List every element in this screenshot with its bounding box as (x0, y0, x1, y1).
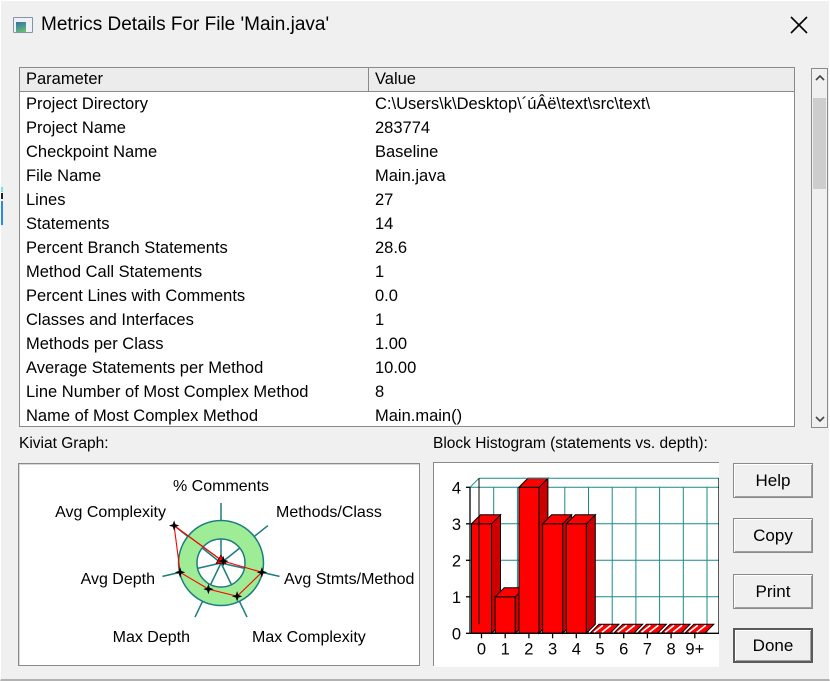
svg-text:Avg Depth: Avg Depth (81, 571, 155, 588)
svg-text:Methods/Class: Methods/Class (276, 504, 382, 521)
svg-text:1: 1 (501, 640, 510, 658)
svg-text:5: 5 (595, 640, 604, 658)
svg-text:4: 4 (572, 640, 581, 658)
svg-text:4: 4 (452, 479, 461, 497)
svg-text:3: 3 (452, 516, 461, 534)
svg-text:Avg Stmts/Method: Avg Stmts/Method (284, 571, 414, 588)
svg-text:8: 8 (667, 640, 676, 658)
svg-text:0: 0 (452, 625, 461, 643)
svg-text:2: 2 (452, 552, 461, 570)
svg-text:Avg Complexity: Avg Complexity (55, 504, 166, 521)
svg-text:2: 2 (524, 640, 533, 658)
svg-text:0: 0 (477, 640, 486, 658)
svg-text:9+: 9+ (685, 640, 704, 658)
svg-text:1: 1 (452, 589, 461, 607)
svg-text:Max Depth: Max Depth (113, 629, 190, 646)
svg-text:3: 3 (548, 640, 557, 658)
svg-text:7: 7 (643, 640, 652, 658)
svg-text:% Comments: % Comments (173, 478, 269, 495)
svg-text:Max Complexity: Max Complexity (252, 629, 366, 646)
svg-text:6: 6 (619, 640, 628, 658)
